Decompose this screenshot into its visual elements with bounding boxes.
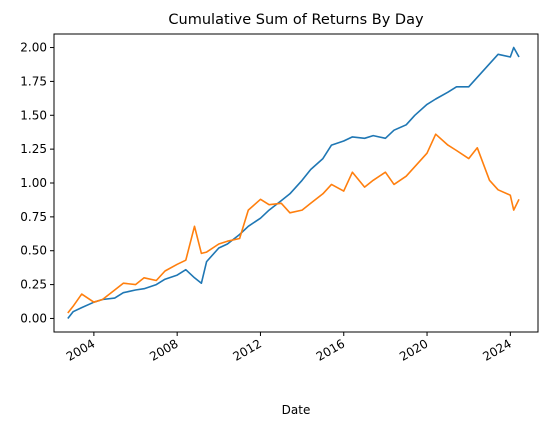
y-tick-label: 0.00 [20, 311, 47, 325]
y-tick-label: 1.00 [20, 176, 47, 190]
plot-frame [53, 33, 539, 333]
y-tick-label: 0.25 [20, 278, 47, 292]
x-tick-label: 2012 [231, 336, 264, 363]
plot-lines [67, 46, 520, 319]
y-axis: 0.00 0.25 0.50 0.75 1.00 1.25 1.50 1.75 2.00 [20, 41, 54, 325]
series-line-1 [67, 46, 520, 319]
chart-title: Cumulative Sum of Returns By Day [168, 12, 424, 28]
x-tick-label: 2008 [147, 336, 180, 363]
x-tick-label: 2020 [397, 336, 430, 363]
y-tick-label: 1.25 [20, 142, 47, 156]
x-tick-label: 2004 [64, 336, 97, 363]
y-tick-label: 0.50 [20, 244, 47, 258]
y-tick-label: 2.00 [20, 41, 47, 55]
x-axis: 2004 2008 2012 2016 2020 2024 [64, 332, 514, 364]
series-line-2 [67, 133, 520, 314]
x-tick-label: 2016 [314, 336, 347, 363]
x-axis-title: Date [282, 403, 311, 417]
y-tick-label: 1.50 [20, 108, 47, 122]
x-tick-label: 2024 [480, 336, 513, 363]
y-tick-label: 0.75 [20, 210, 47, 224]
y-tick-label: 1.75 [20, 74, 47, 88]
